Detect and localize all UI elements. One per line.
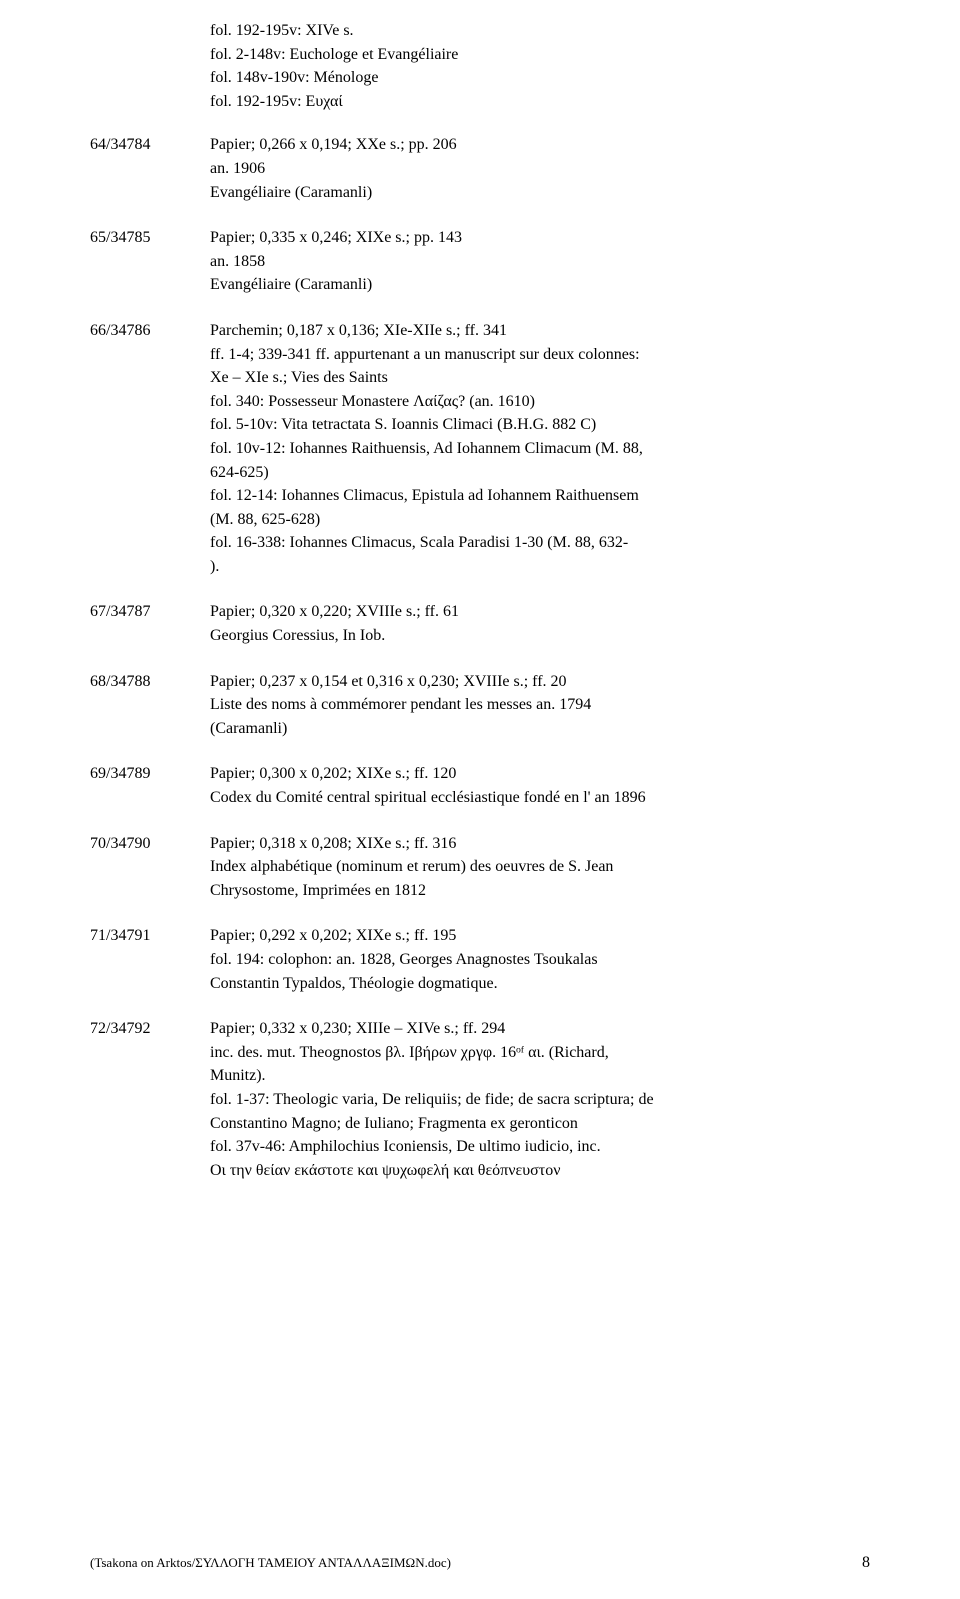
entry-line: fol. 194: colophon: an. 1828, Georges An… [210, 949, 870, 971]
entry-line: ff. 1-4; 339-341 ff. appurtenant a un ma… [210, 344, 870, 366]
entry-line: inc. des. mut. Theognostos βλ. Ιβήρων χρ… [210, 1042, 870, 1064]
entry-line: Codex du Comité central spiritual ecclés… [210, 787, 870, 809]
catalog-entry: 65/34785 Papier; 0,335 x 0,246; XIXe s.;… [90, 227, 870, 298]
entry-line: fol. 37v-46: Amphilochius Iconiensis, De… [210, 1136, 870, 1158]
header-line: fol. 2-148v: Euchologe et Evangéliaire [210, 44, 870, 66]
page-footer: (Tsakona on Arktos/ΣΥΛΛΟΓΗ ΤΑΜΕΙΟΥ ΑΝΤΑΛ… [90, 1552, 870, 1574]
entry-line: an. 1858 [210, 251, 870, 273]
entry-line: Constantino Magno; de Iuliano; Fragmenta… [210, 1113, 870, 1135]
entry-body: Papier; 0,266 x 0,194; XXe s.; pp. 206 a… [210, 134, 870, 205]
entry-line: Evangéliaire (Caramanli) [210, 182, 870, 204]
entry-body: Papier; 0,292 x 0,202; XIXe s.; ff. 195 … [210, 925, 870, 996]
entry-number: 71/34791 [90, 925, 210, 996]
entry-line: fol. 16-338: Iohannes Climacus, Scala Pa… [210, 532, 870, 554]
entry-body: Papier; 0,335 x 0,246; XIXe s.; pp. 143 … [210, 227, 870, 298]
entry-number: 64/34784 [90, 134, 210, 205]
entry-line: Constantin Typaldos, Théologie dogmatiqu… [210, 973, 870, 995]
catalog-entry: 72/34792 Papier; 0,332 x 0,230; XIIIe – … [90, 1018, 870, 1183]
entry-number: 69/34789 [90, 763, 210, 810]
entry-line: Papier; 0,335 x 0,246; XIXe s.; pp. 143 [210, 227, 870, 249]
entry-line: Οι την θείαν εκάστοτε και ψυχωφελή και θ… [210, 1160, 870, 1182]
header-line: fol. 192-195v: Ευχαί [210, 91, 870, 113]
catalog-entry: 68/34788 Papier; 0,237 x 0,154 et 0,316 … [90, 671, 870, 742]
entry-line: Papier; 0,332 x 0,230; XIIIe – XIVe s.; … [210, 1018, 870, 1040]
page-number: 8 [862, 1552, 870, 1574]
entry-line: Papier; 0,266 x 0,194; XXe s.; pp. 206 [210, 134, 870, 156]
entry-line: Papier; 0,318 x 0,208; XIXe s.; ff. 316 [210, 833, 870, 855]
entry-line: Xe – XIe s.; Vies des Saints [210, 367, 870, 389]
entry-line: Papier; 0,320 x 0,220; XVIIIe s.; ff. 61 [210, 601, 870, 623]
catalog-entry: 64/34784 Papier; 0,266 x 0,194; XXe s.; … [90, 134, 870, 205]
entry-line: 624-625) [210, 462, 870, 484]
entry-body: Papier; 0,300 x 0,202; XIXe s.; ff. 120 … [210, 763, 870, 810]
entry-line: Munitz). [210, 1065, 870, 1087]
header-line: fol. 148v-190v: Ménologe [210, 67, 870, 89]
entry-number: 70/34790 [90, 833, 210, 904]
entry-line: Papier; 0,292 x 0,202; XIXe s.; ff. 195 [210, 925, 870, 947]
catalog-entry: 66/34786 Parchemin; 0,187 x 0,136; XIe-X… [90, 320, 870, 580]
entry-line: Georgius Coressius, In Iob. [210, 625, 870, 647]
entry-line: (M. 88, 625-628) [210, 509, 870, 531]
entry-body: Papier; 0,237 x 0,154 et 0,316 x 0,230; … [210, 671, 870, 742]
entry-line: fol. 1-37: Theologic varia, De reliquiis… [210, 1089, 870, 1111]
footer-path: (Tsakona on Arktos/ΣΥΛΛΟΓΗ ΤΑΜΕΙΟΥ ΑΝΤΑΛ… [90, 1554, 451, 1572]
entry-line: Papier; 0,237 x 0,154 et 0,316 x 0,230; … [210, 671, 870, 693]
entry-body: Papier; 0,320 x 0,220; XVIIIe s.; ff. 61… [210, 601, 870, 648]
document-page: fol. 192-195v: XIVe s. fol. 2-148v: Euch… [0, 0, 960, 1599]
entry-line: Chrysostome, Imprimées en 1812 [210, 880, 870, 902]
entry-number: 68/34788 [90, 671, 210, 742]
catalog-entry: 71/34791 Papier; 0,292 x 0,202; XIXe s.;… [90, 925, 870, 996]
entry-body: Papier; 0,318 x 0,208; XIXe s.; ff. 316 … [210, 833, 870, 904]
catalog-entry: 67/34787 Papier; 0,320 x 0,220; XVIIIe s… [90, 601, 870, 648]
entry-line: Index alphabétique (nominum et rerum) de… [210, 856, 870, 878]
entry-number: 72/34792 [90, 1018, 210, 1183]
entry-line: Parchemin; 0,187 x 0,136; XIe-XIIe s.; f… [210, 320, 870, 342]
catalog-entry: 69/34789 Papier; 0,300 x 0,202; XIXe s.;… [90, 763, 870, 810]
entry-line: fol. 340: Possesseur Monastere Λαίζας? (… [210, 391, 870, 413]
entry-line: Evangéliaire (Caramanli) [210, 274, 870, 296]
entry-number: 65/34785 [90, 227, 210, 298]
entry-line: fol. 12-14: Iohannes Climacus, Epistula … [210, 485, 870, 507]
entry-line: an. 1906 [210, 158, 870, 180]
entry-body: Parchemin; 0,187 x 0,136; XIe-XIIe s.; f… [210, 320, 870, 580]
catalog-entry: 70/34790 Papier; 0,318 x 0,208; XIXe s.;… [90, 833, 870, 904]
entry-line: Papier; 0,300 x 0,202; XIXe s.; ff. 120 [210, 763, 870, 785]
entry-number: 67/34787 [90, 601, 210, 648]
entry-number: 66/34786 [90, 320, 210, 580]
header-line: fol. 192-195v: XIVe s. [210, 20, 870, 42]
entry-line: ). [210, 556, 870, 578]
entry-line: fol. 10v-12: Iohannes Raithuensis, Ad Io… [210, 438, 870, 460]
entry-line: Liste des noms à commémorer pendant les … [210, 694, 870, 716]
entry-line: (Caramanli) [210, 718, 870, 740]
entry-body: Papier; 0,332 x 0,230; XIIIe – XIVe s.; … [210, 1018, 870, 1183]
header-block: fol. 192-195v: XIVe s. fol. 2-148v: Euch… [210, 20, 870, 112]
entry-line: fol. 5-10v: Vita tetractata S. Ioannis C… [210, 414, 870, 436]
